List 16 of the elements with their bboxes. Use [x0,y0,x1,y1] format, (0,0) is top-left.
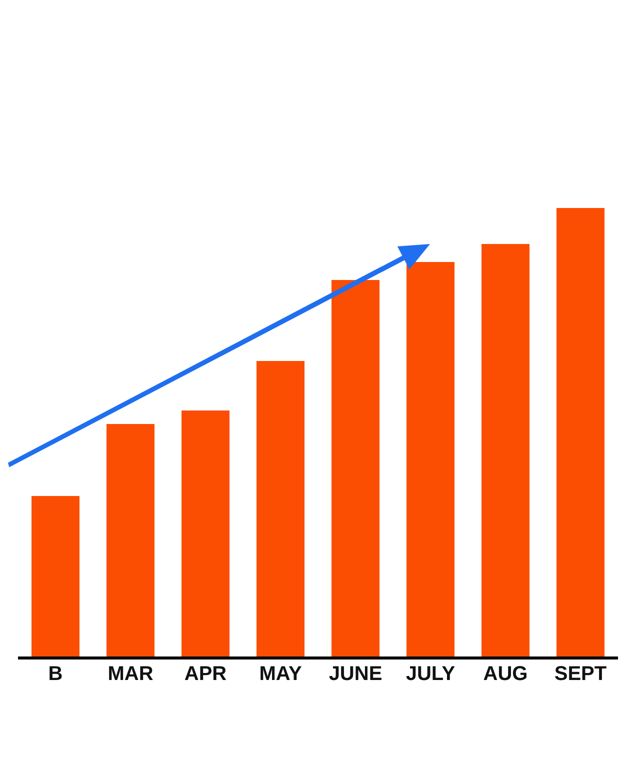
x-tick-label: MAR [108,663,154,686]
bar [256,361,304,658]
bar [406,262,454,658]
bar [32,496,80,658]
x-tick-label: APR [184,663,228,686]
bar [332,280,380,658]
x-tick-label: B [48,663,63,686]
x-tick-label: MAY [259,663,302,686]
bar [556,208,604,658]
bar [482,244,530,658]
x-tick-label: AUG [483,663,528,686]
bar [182,410,230,658]
bar [106,424,154,658]
x-tick-label: SEPT [554,663,607,686]
x-tick-label: JUNE [328,663,382,686]
x-tick-label: JULY [406,663,456,686]
